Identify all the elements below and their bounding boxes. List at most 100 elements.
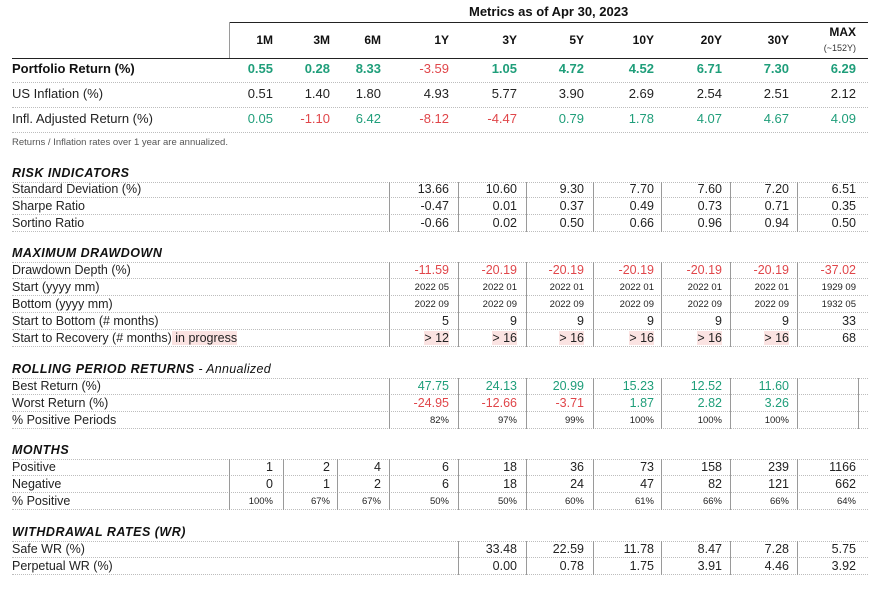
in-progress-value: > 16 (764, 331, 789, 345)
row-separator (12, 82, 868, 83)
value-cell: 2022 01 (754, 282, 789, 293)
risk-col-divider-5 (730, 182, 731, 232)
summary-value: 4.52 (628, 61, 654, 76)
summary-value: 0.55 (247, 61, 273, 76)
value-cell: 24.13 (485, 379, 517, 393)
value-cell: 73 (640, 460, 654, 474)
value-cell: 0.78 (559, 559, 584, 573)
value-cell: 0.02 (492, 216, 517, 230)
drawdown-title: MAXIMUM DRAWDOWN (12, 246, 162, 260)
value-cell: 121 (768, 477, 789, 491)
value-cell: 7.28 (764, 542, 789, 556)
period-header-1m: 1M (256, 33, 273, 47)
risk-col-divider-1 (458, 182, 459, 232)
value-cell: 0 (266, 477, 273, 491)
summary-label-0: Portfolio Return (%) (12, 61, 135, 76)
value-cell: 9 (647, 314, 654, 328)
value-cell: 2 (374, 477, 381, 491)
summary-value: 1.40 (304, 86, 330, 101)
risk-col-divider-0 (389, 182, 390, 232)
drawdown-label-2: Bottom (yyyy mm) (12, 297, 113, 311)
drawdown-col-divider-5 (730, 262, 731, 347)
risk-col-divider-6 (797, 182, 798, 232)
rolling-col-divider-7 (858, 378, 859, 429)
row-label-text: Drawdown Depth (%) (12, 263, 131, 277)
value-cell: 0.71 (764, 199, 789, 213)
value-cell: 2.82 (697, 396, 722, 410)
summary-value: -3.59 (419, 61, 449, 76)
risk-label-0: Standard Deviation (%) (12, 182, 141, 196)
value-cell: 2022 09 (482, 299, 517, 310)
months-label-0: Positive (12, 460, 56, 474)
row-label-text: Start to Bottom (# months) (12, 314, 159, 328)
value-cell: -20.19 (686, 263, 722, 277)
row-label-text: Sharpe Ratio (12, 199, 85, 213)
row-separator (12, 509, 868, 510)
summary-value: -1.10 (300, 111, 330, 126)
withdrawal-label-1: Perpetual WR (%) (12, 559, 113, 573)
page-title: Metrics as of Apr 30, 2023 (469, 4, 629, 19)
months-label-2: % Positive (12, 494, 70, 508)
period-header-30y: 30Y (767, 33, 789, 47)
value-cell: 50% (429, 496, 449, 507)
in-progress-value: > 12 (424, 331, 449, 345)
value-cell: -3.71 (555, 396, 585, 410)
row-separator (12, 312, 868, 313)
row-label-text: Negative (12, 477, 62, 491)
summary-value: 4.93 (423, 86, 449, 101)
withdrawal-col-divider-5 (797, 541, 798, 575)
value-cell: 82 (708, 477, 722, 491)
value-cell: 60% (564, 496, 584, 507)
drawdown-col-divider-1 (458, 262, 459, 347)
row-label-text: Start (yyyy mm) (12, 280, 100, 294)
value-cell: 0.96 (697, 216, 722, 230)
months-col-divider-4 (458, 459, 459, 510)
months-col-divider-0 (229, 459, 230, 510)
value-cell: 2022 09 (549, 299, 584, 310)
value-cell: 2022 01 (549, 282, 584, 293)
value-cell: 0.66 (629, 216, 654, 230)
value-cell: 239 (768, 460, 789, 474)
summary-value: 0.79 (558, 111, 584, 126)
value-cell: 61% (634, 496, 654, 507)
rolling-col-divider-3 (593, 378, 594, 429)
summary-value: 6.42 (355, 111, 381, 126)
rolling-col-divider-0 (389, 378, 390, 429)
value-cell: > 12 (389, 331, 449, 345)
rolling-title-rule (12, 378, 868, 379)
summary-value: 2.12 (830, 86, 856, 101)
row-separator (12, 231, 868, 232)
months-title: MONTHS (12, 443, 69, 457)
withdrawal-label-0: Safe WR (%) (12, 542, 85, 556)
value-cell: 0.00 (492, 559, 517, 573)
summary-value: 2.54 (696, 86, 722, 101)
row-label-text: Standard Deviation (%) (12, 182, 142, 196)
row-label-text: Start to Recovery (# months) (12, 331, 172, 345)
summary-value: 4.67 (763, 111, 789, 126)
value-cell: 0.35 (831, 199, 856, 213)
summary-value: 4.07 (696, 111, 722, 126)
value-cell: -37.02 (820, 263, 856, 277)
value-cell: 20.99 (552, 379, 584, 393)
value-cell: 9 (577, 314, 584, 328)
rolling-title-text: ROLLING PERIOD RETURNS (12, 362, 195, 376)
value-cell: 97% (497, 415, 517, 426)
header-rule (12, 58, 868, 59)
value-cell: 9 (715, 314, 722, 328)
row-separator (12, 295, 868, 296)
drawdown-label-0: Drawdown Depth (%) (12, 263, 131, 277)
summary-value: 2.51 (763, 86, 789, 101)
value-cell: 47 (640, 477, 654, 491)
value-cell: 11.60 (758, 379, 789, 393)
summary-label-1: US Inflation (%) (12, 86, 104, 101)
period-header-10y: 10Y (632, 33, 654, 47)
row-label-text: % Positive (12, 494, 71, 508)
withdrawal-title: WITHDRAWAL RATES (WR) (12, 525, 186, 539)
value-cell: 158 (701, 460, 722, 474)
title-rule (229, 22, 868, 23)
months-col-divider-1 (283, 459, 284, 510)
row-separator (12, 197, 868, 198)
value-cell: 10.60 (485, 182, 517, 196)
withdrawal-title-rule (12, 541, 868, 542)
value-cell: > 16 (594, 331, 654, 345)
